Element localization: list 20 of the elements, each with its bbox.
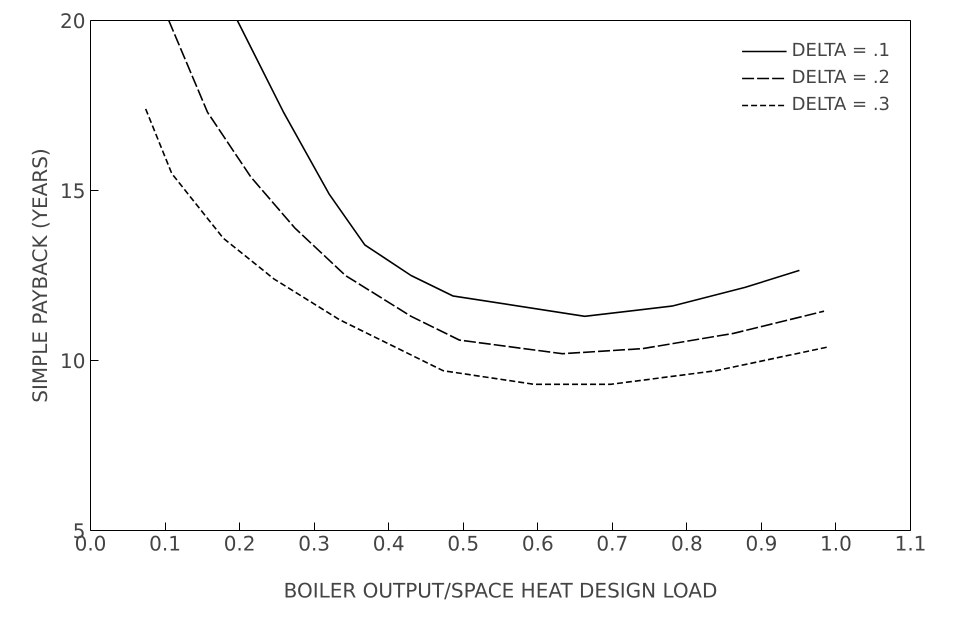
x-tick-label: 0.5: [447, 532, 480, 556]
legend-label: DELTA = .3: [792, 94, 890, 115]
x-tick-label: 1.1: [894, 532, 926, 556]
x-tick-label: 0.2: [224, 532, 256, 556]
y-tick-label: 10: [60, 349, 86, 373]
x-axis-title: BOILER OUTPUT/SPACE HEAT DESIGN LOAD: [284, 578, 718, 602]
y-axis-title: SIMPLE PAYBACK (YEARS): [28, 148, 52, 403]
legend-label: DELTA = .1: [792, 40, 890, 61]
x-tick-label: 1.0: [820, 532, 852, 556]
x-tick-label: 0.4: [372, 532, 405, 556]
legend-label: DELTA = .2: [792, 67, 890, 88]
x-tick-label: 0.9: [746, 532, 778, 556]
y-tick-label: 15: [60, 179, 86, 203]
line-series: [144, 108, 830, 386]
x-tick-label: 0.1: [149, 532, 181, 556]
x-tick-label: 0.3: [298, 532, 330, 556]
x-tick-label: 0.6: [522, 532, 554, 556]
x-tick-label: 0.7: [596, 532, 628, 556]
y-tick-label: 20: [60, 9, 86, 33]
x-tick-label: 0.8: [670, 532, 703, 556]
